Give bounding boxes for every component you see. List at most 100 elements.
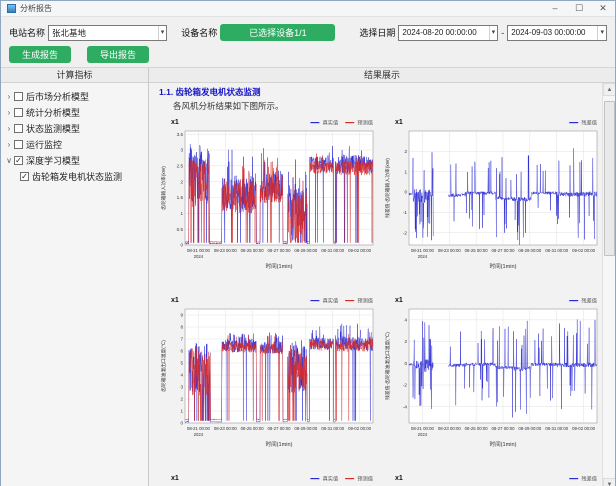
expander-icon[interactable]: › xyxy=(4,92,14,101)
svg-text:2024: 2024 xyxy=(418,254,428,259)
svg-text:x1: x1 xyxy=(171,475,179,482)
tree-item-deep-learning-model[interactable]: ∨ ✓ 深度学习模型 xyxy=(4,152,145,168)
svg-text:08-31 00:00: 08-31 00:00 xyxy=(321,426,345,431)
svg-text:08-31 00:00: 08-31 00:00 xyxy=(545,248,569,253)
chart-residual-1: -2-101208-21 00:00202408-23 00:0008-25 0… xyxy=(383,115,602,285)
svg-text:08-29 00:00: 08-29 00:00 xyxy=(518,248,542,253)
scrollbar-thumb[interactable] xyxy=(604,101,615,256)
scroll-down-icon[interactable]: ▼ xyxy=(603,478,615,486)
window-title: 分析报告 xyxy=(20,3,543,14)
svg-text:x1: x1 xyxy=(171,119,179,126)
svg-text:1: 1 xyxy=(404,169,407,174)
checkbox-checked[interactable]: ✓ xyxy=(20,172,29,181)
svg-text:x1: x1 xyxy=(395,119,403,126)
results-panel: 结果展示 1.1. 齿轮箱发电机状态监测 各风机分析结果如下图所示。 00.51… xyxy=(149,68,615,486)
svg-text:-2: -2 xyxy=(403,230,408,235)
maximize-button[interactable]: ☐ xyxy=(567,1,591,16)
svg-text:-1: -1 xyxy=(403,210,408,215)
svg-text:齿轮箱输入功率(kW): 齿轮箱输入功率(kW) xyxy=(160,166,167,210)
checkbox-checked[interactable]: ✓ xyxy=(14,156,23,165)
svg-text:08-21 00:00: 08-21 00:00 xyxy=(411,426,435,431)
date-from-value: 2024-08-20 00:00:00 xyxy=(402,28,476,37)
svg-text:2: 2 xyxy=(404,339,407,344)
tree-item-label: 状态监测模型 xyxy=(26,122,80,135)
tree-item-label: 统计分析模型 xyxy=(26,106,80,119)
scroll-up-icon[interactable]: ▲ xyxy=(603,83,615,96)
main-area: 计算指标 › 后市场分析模型 › 统计分析模型 › 状态监测模型 › 运行监控 xyxy=(1,67,615,486)
indicator-tree: › 后市场分析模型 › 统计分析模型 › 状态监测模型 › 运行监控 ∨ xyxy=(1,83,148,189)
svg-text:08-29 00:00: 08-29 00:00 xyxy=(294,248,318,253)
dropdown-arrow-icon: ▾ xyxy=(489,26,496,40)
svg-text:09-02 00:00: 09-02 00:00 xyxy=(572,248,596,253)
station-select[interactable]: 张北基地 ▾ xyxy=(48,25,167,41)
export-report-button[interactable]: 导出报告 xyxy=(87,46,149,63)
svg-text:08-21 00:00: 08-21 00:00 xyxy=(411,248,435,253)
svg-text:3: 3 xyxy=(180,385,183,390)
svg-text:残差值-齿轮箱油温出口温度(℃): 残差值-齿轮箱油温出口温度(℃) xyxy=(384,332,391,400)
svg-text:0: 0 xyxy=(180,421,183,426)
svg-text:-2: -2 xyxy=(403,383,408,388)
svg-text:08-27 00:00: 08-27 00:00 xyxy=(492,248,516,253)
tree-item-condition-monitoring-model[interactable]: › 状态监测模型 xyxy=(4,120,145,136)
svg-text:1.5: 1.5 xyxy=(177,195,184,200)
svg-text:真实值: 真实值 xyxy=(323,475,339,483)
tree-item-aftermarket-model[interactable]: › 后市场分析模型 xyxy=(4,88,145,104)
date-to-value: 2024-09-03 00:00:00 xyxy=(511,28,585,37)
svg-text:残差值: 残差值 xyxy=(581,475,597,483)
close-button[interactable]: ✕ xyxy=(591,1,615,16)
app-icon xyxy=(7,4,16,13)
chart-actual-vs-predicted-3: 00.511.522.533.508-21 00:00202408-23 00:… xyxy=(159,471,378,486)
svg-text:09-02 00:00: 09-02 00:00 xyxy=(348,248,372,253)
checkbox-unchecked[interactable] xyxy=(14,140,23,149)
expander-icon[interactable]: › xyxy=(4,124,14,133)
minimize-button[interactable]: – xyxy=(543,1,567,16)
svg-text:1: 1 xyxy=(180,409,183,414)
svg-text:残差值: 残差值 xyxy=(581,119,597,127)
checkbox-unchecked[interactable] xyxy=(14,92,23,101)
checkbox-unchecked[interactable] xyxy=(14,124,23,133)
svg-text:08-25 00:00: 08-25 00:00 xyxy=(465,426,489,431)
svg-text:6: 6 xyxy=(180,349,183,354)
svg-text:08-23 00:00: 08-23 00:00 xyxy=(214,248,238,253)
svg-text:齿轮箱油温出口温度(℃): 齿轮箱油温出口温度(℃) xyxy=(160,340,167,392)
svg-text:08-27 00:00: 08-27 00:00 xyxy=(268,426,292,431)
title-bar: 分析报告 – ☐ ✕ xyxy=(1,1,615,17)
expander-icon[interactable]: › xyxy=(4,140,14,149)
device-selected-button[interactable]: 已选择设备1/1 xyxy=(220,24,335,41)
svg-text:0: 0 xyxy=(404,190,407,195)
date-range-label: 选择日期 xyxy=(359,26,395,39)
indicator-panel-header: 计算指标 xyxy=(1,68,148,83)
indicator-panel: 计算指标 › 后市场分析模型 › 统计分析模型 › 状态监测模型 › 运行监控 xyxy=(1,68,149,486)
tree-item-label: 齿轮箱发电机状态监测 xyxy=(32,170,122,183)
svg-text:08-31 00:00: 08-31 00:00 xyxy=(321,248,345,253)
svg-text:9: 9 xyxy=(180,313,183,318)
svg-text:0: 0 xyxy=(404,361,407,366)
svg-text:预测值: 预测值 xyxy=(357,475,373,483)
dropdown-arrow-icon: ▾ xyxy=(597,26,604,40)
vertical-scrollbar[interactable]: ▲ ▼ xyxy=(602,83,615,486)
svg-text:时间(1min): 时间(1min) xyxy=(265,440,292,448)
chart-residual-3: -2-101208-21 00:00202408-23 00:0008-25 0… xyxy=(383,471,602,486)
generate-report-button[interactable]: 生成报告 xyxy=(9,46,71,63)
date-from-select[interactable]: 2024-08-20 00:00:00 ▾ xyxy=(398,25,498,41)
svg-text:4: 4 xyxy=(404,317,407,322)
svg-text:2024: 2024 xyxy=(418,432,428,437)
svg-text:真实值: 真实值 xyxy=(323,119,339,127)
dropdown-arrow-icon: ▾ xyxy=(158,26,165,40)
checkbox-unchecked[interactable] xyxy=(14,108,23,117)
svg-text:7: 7 xyxy=(180,337,183,342)
date-to-select[interactable]: 2024-09-03 00:00:00 ▾ xyxy=(507,25,607,41)
svg-text:时间(1min): 时间(1min) xyxy=(489,440,516,448)
tree-item-gearbox-generator-monitoring[interactable]: ✓ 齿轮箱发电机状态监测 xyxy=(4,168,145,184)
charts-grid: 00.511.522.533.508-21 00:00202408-23 00:… xyxy=(159,115,602,486)
tree-item-label: 深度学习模型 xyxy=(26,154,80,167)
svg-text:08-25 00:00: 08-25 00:00 xyxy=(241,426,265,431)
tree-item-operation-monitoring[interactable]: › 运行监控 xyxy=(4,136,145,152)
svg-text:08-25 00:00: 08-25 00:00 xyxy=(241,248,265,253)
expander-icon[interactable]: ∨ xyxy=(4,156,14,165)
svg-text:预测值: 预测值 xyxy=(357,119,373,127)
tree-item-statistics-model[interactable]: › 统计分析模型 xyxy=(4,104,145,120)
station-name-label: 电站名称 xyxy=(9,26,45,39)
chart-residual-2: -4-202408-21 00:00202408-23 00:0008-25 0… xyxy=(383,293,602,463)
expander-icon[interactable]: › xyxy=(4,108,14,117)
